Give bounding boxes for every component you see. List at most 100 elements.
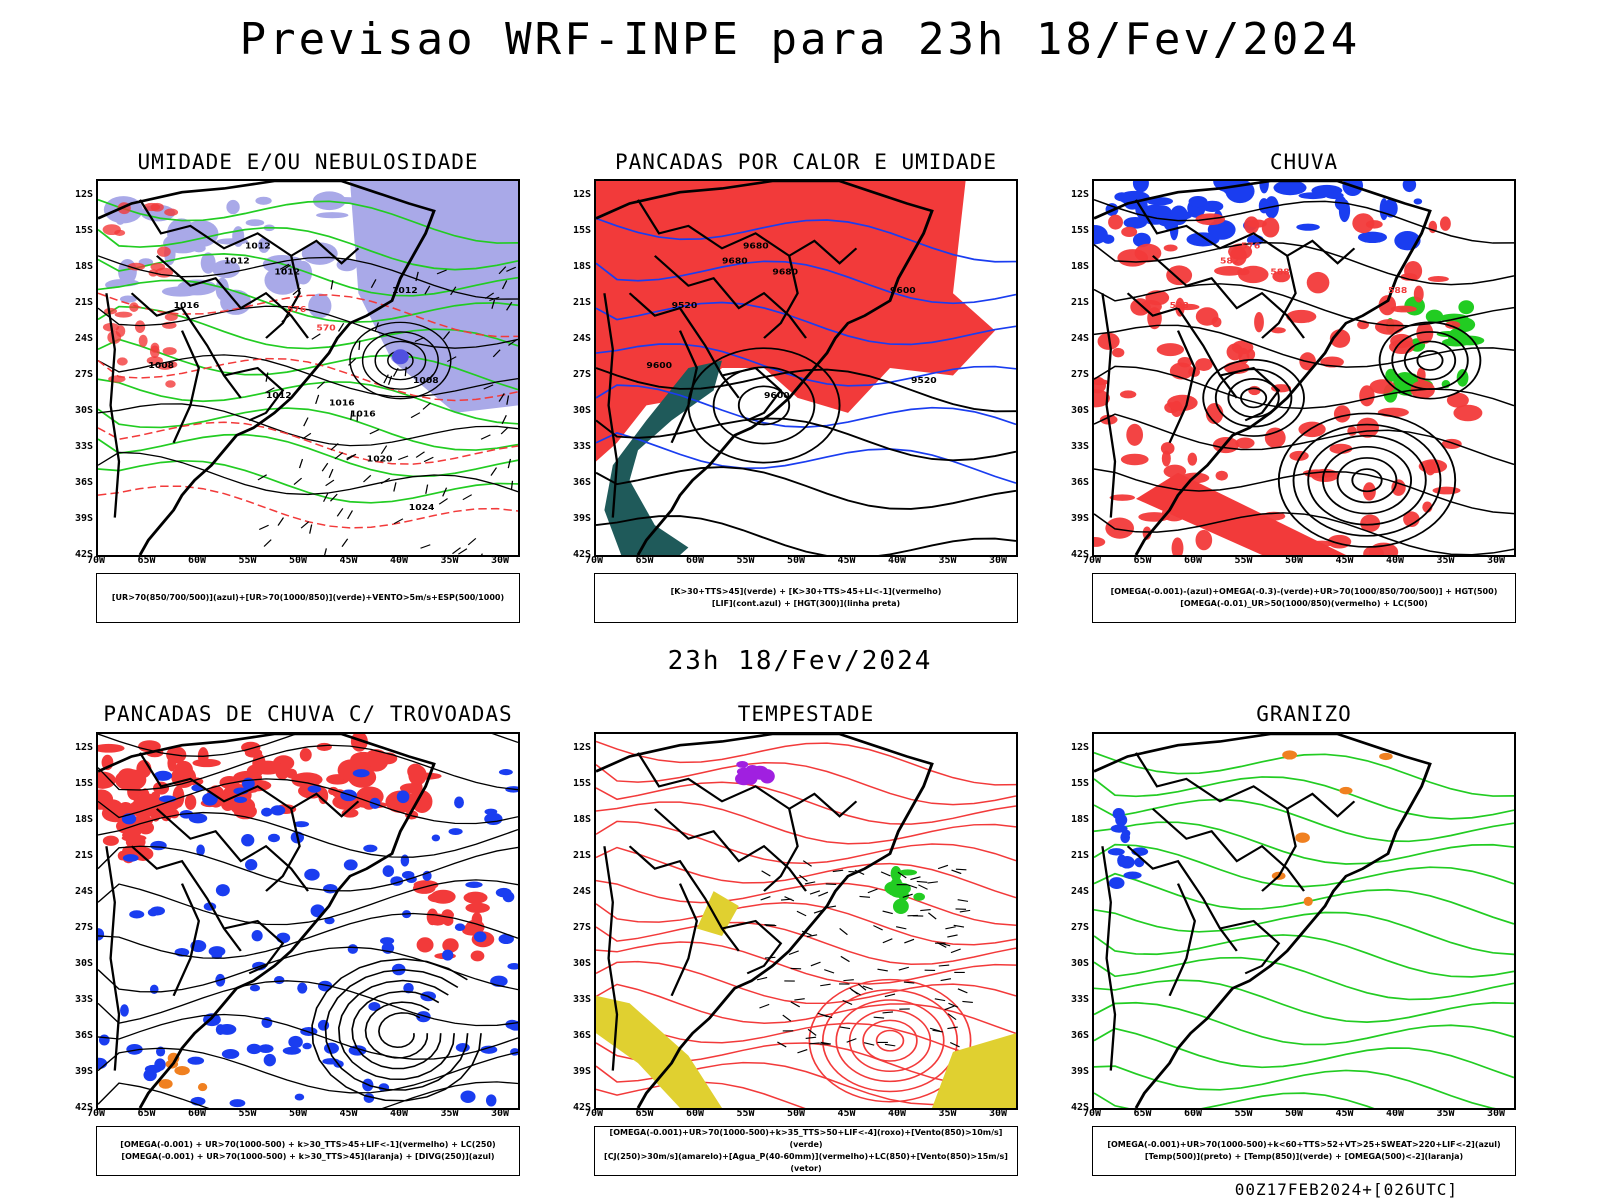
lon-tick-label: 30W (1486, 1108, 1506, 1119)
lon-tick-label: 30W (1486, 555, 1506, 566)
lon-tick-label: 60W (187, 1108, 207, 1119)
legend-line: [OMEGA(-0.001) + UR>70(1000-500) + k>30_… (120, 1140, 496, 1149)
map-panel-umidade: 1012 1012 1012 1012 1016 1008 1008 1012 1016 1020… (96, 179, 520, 557)
lat-tick-label: 36S (572, 1030, 591, 1041)
lon-tick-label: 50W (288, 555, 308, 566)
lat-tick-label: 33S (1070, 441, 1089, 452)
contour-label: 9600 (764, 391, 790, 400)
contour-label: 582 (1220, 257, 1239, 266)
lon-tick-label: 60W (685, 1108, 705, 1119)
lat-tick-label: 33S (572, 441, 591, 452)
run-timestamp: 00Z17FEB2024+[026UTC] (1234, 1180, 1458, 1199)
contour-label: 9600 (890, 287, 916, 296)
lon-tick-label: 40W (887, 1108, 907, 1119)
lon-tick-label: 60W (685, 555, 705, 566)
lat-tick-label: 33S (74, 441, 93, 452)
lat-tick-label: 15S (74, 225, 93, 236)
lon-tick-label: 45W (339, 555, 358, 566)
lat-tick-label: 21S (572, 850, 591, 861)
lat-tick-label: 15S (572, 225, 591, 236)
lat-tick-label: 36S (1070, 477, 1089, 488)
lat-tick-label: 39S (572, 1066, 591, 1077)
lat-tick-label: 21S (74, 850, 93, 861)
map-canvas: 1012 1012 1012 1012 1016 1008 1008 1012 1016 1020… (98, 181, 518, 555)
legend-box-umidade: [UR>70(850/700/500)](azul)+[UR>70(1000/8… (96, 573, 520, 623)
lon-tick-label: 45W (1335, 555, 1354, 566)
lat-tick-label: 15S (572, 778, 591, 789)
contour-label: 9520 (911, 376, 937, 385)
lat-tick-label: 27S (1070, 922, 1089, 933)
lon-tick-label: 65W (1133, 1108, 1152, 1119)
lon-tick-label: 60W (1183, 1108, 1203, 1119)
lat-tick-label: 12S (572, 742, 591, 753)
lon-tick-label: 40W (389, 1108, 409, 1119)
lon-tick-label: 65W (635, 1108, 654, 1119)
contour-label: 1012 (274, 268, 300, 277)
lat-tick-label: 30S (74, 405, 93, 416)
lon-tick-label: 35W (1436, 555, 1455, 566)
lat-tick-label: 39S (1070, 513, 1089, 524)
contour-label: 9520 (672, 302, 698, 311)
map-panel-pancadas-calor: 9680 9680 9680 9600 9520 9600 9520 9600 (594, 179, 1018, 557)
lat-tick-label: 18S (74, 814, 93, 825)
lon-tick-label: 30W (490, 1108, 510, 1119)
lat-tick-label: 12S (1070, 189, 1089, 200)
contour-label: 1008 (413, 376, 439, 385)
contour-label: 1024 (409, 504, 435, 513)
contour-label: 1012 (245, 242, 271, 251)
contour-label: 588 (1388, 287, 1407, 296)
lon-tick-label: 30W (988, 555, 1008, 566)
lat-tick-label: 42S (572, 549, 591, 560)
lon-tick-label: 65W (635, 555, 654, 566)
lon-tick-label: 55W (238, 555, 257, 566)
lat-tick-label: 42S (74, 549, 93, 560)
contour-label: 9680 (743, 242, 769, 251)
lat-tick-label: 18S (1070, 814, 1089, 825)
lon-tick-label: 45W (837, 1108, 856, 1119)
lat-tick-label: 39S (572, 513, 591, 524)
lon-tick-label: 35W (1436, 1108, 1455, 1119)
contour-label: 1020 (367, 455, 393, 464)
lat-tick-label: 27S (572, 369, 591, 380)
lat-tick-label: 12S (74, 742, 93, 753)
legend-line: [OMEGA(-0.001) + UR>70(1000-500) + k>30_… (121, 1152, 495, 1161)
lat-tick-label: 36S (1070, 1030, 1089, 1041)
panel-title-pancadas-calor: PANCADAS POR CALOR E UMIDADE (614, 150, 997, 174)
lon-tick-label: 45W (339, 1108, 358, 1119)
lat-tick-label: 12S (1070, 742, 1089, 753)
lon-tick-label: 50W (786, 1108, 806, 1119)
lat-tick-label: 39S (74, 1066, 93, 1077)
panel-title-umidade: UMIDADE E/OU NEBULOSIDADE (137, 150, 479, 174)
lat-tick-label: 30S (1070, 958, 1089, 969)
lat-tick-label: 39S (74, 513, 93, 524)
lat-tick-label: 15S (1070, 778, 1089, 789)
lat-tick-label: 42S (1070, 1102, 1089, 1113)
lat-tick-label: 24S (572, 886, 591, 897)
panel-title-tempestade: TEMPESTADE (737, 702, 875, 726)
lat-tick-label: 30S (572, 958, 591, 969)
map-panel-granizo (1092, 732, 1516, 1110)
lat-tick-label: 18S (572, 261, 591, 272)
legend-box-tempestade: [OMEGA(-0.001)+UR>70(1000-500)+k>35_TTS>… (594, 1126, 1018, 1176)
lon-tick-label: 70W (86, 1108, 106, 1119)
lat-tick-label: 21S (572, 297, 591, 308)
legend-box-granizo: [OMEGA(-0.001)+UR>70(1000-500)+k<60+TTS>… (1092, 1126, 1516, 1176)
lon-tick-label: 70W (1082, 555, 1102, 566)
panel-title-pancadas-trovoadas: PANCADAS DE CHUVA C/ TROVOADAS (103, 702, 513, 726)
contour-label: 1008 (148, 361, 174, 370)
legend-line: [LIF](cont.azul) + [HGT(300)](linha pret… (711, 599, 901, 608)
lat-tick-label: 12S (74, 189, 93, 200)
page-title: Previsao WRF-INPE para 23h 18/Fev/2024 (239, 14, 1361, 65)
lat-tick-label: 15S (1070, 225, 1089, 236)
legend-line: [OMEGA(-0.01)_UR>50(1000/850)(vermelho) … (1180, 599, 1428, 608)
map-canvas: 9680 9680 9680 9600 9520 9600 9520 9600 (596, 181, 1016, 555)
lon-tick-label: 50W (1284, 555, 1304, 566)
map-panel-chuva: 576 582 588 588 588 (1092, 179, 1516, 557)
lat-tick-label: 36S (572, 477, 591, 488)
lat-tick-label: 30S (1070, 405, 1089, 416)
lon-tick-label: 55W (238, 1108, 257, 1119)
panel-title-chuva: CHUVA (1269, 150, 1339, 174)
lon-tick-label: 55W (1234, 1108, 1253, 1119)
lon-tick-label: 60W (187, 555, 207, 566)
